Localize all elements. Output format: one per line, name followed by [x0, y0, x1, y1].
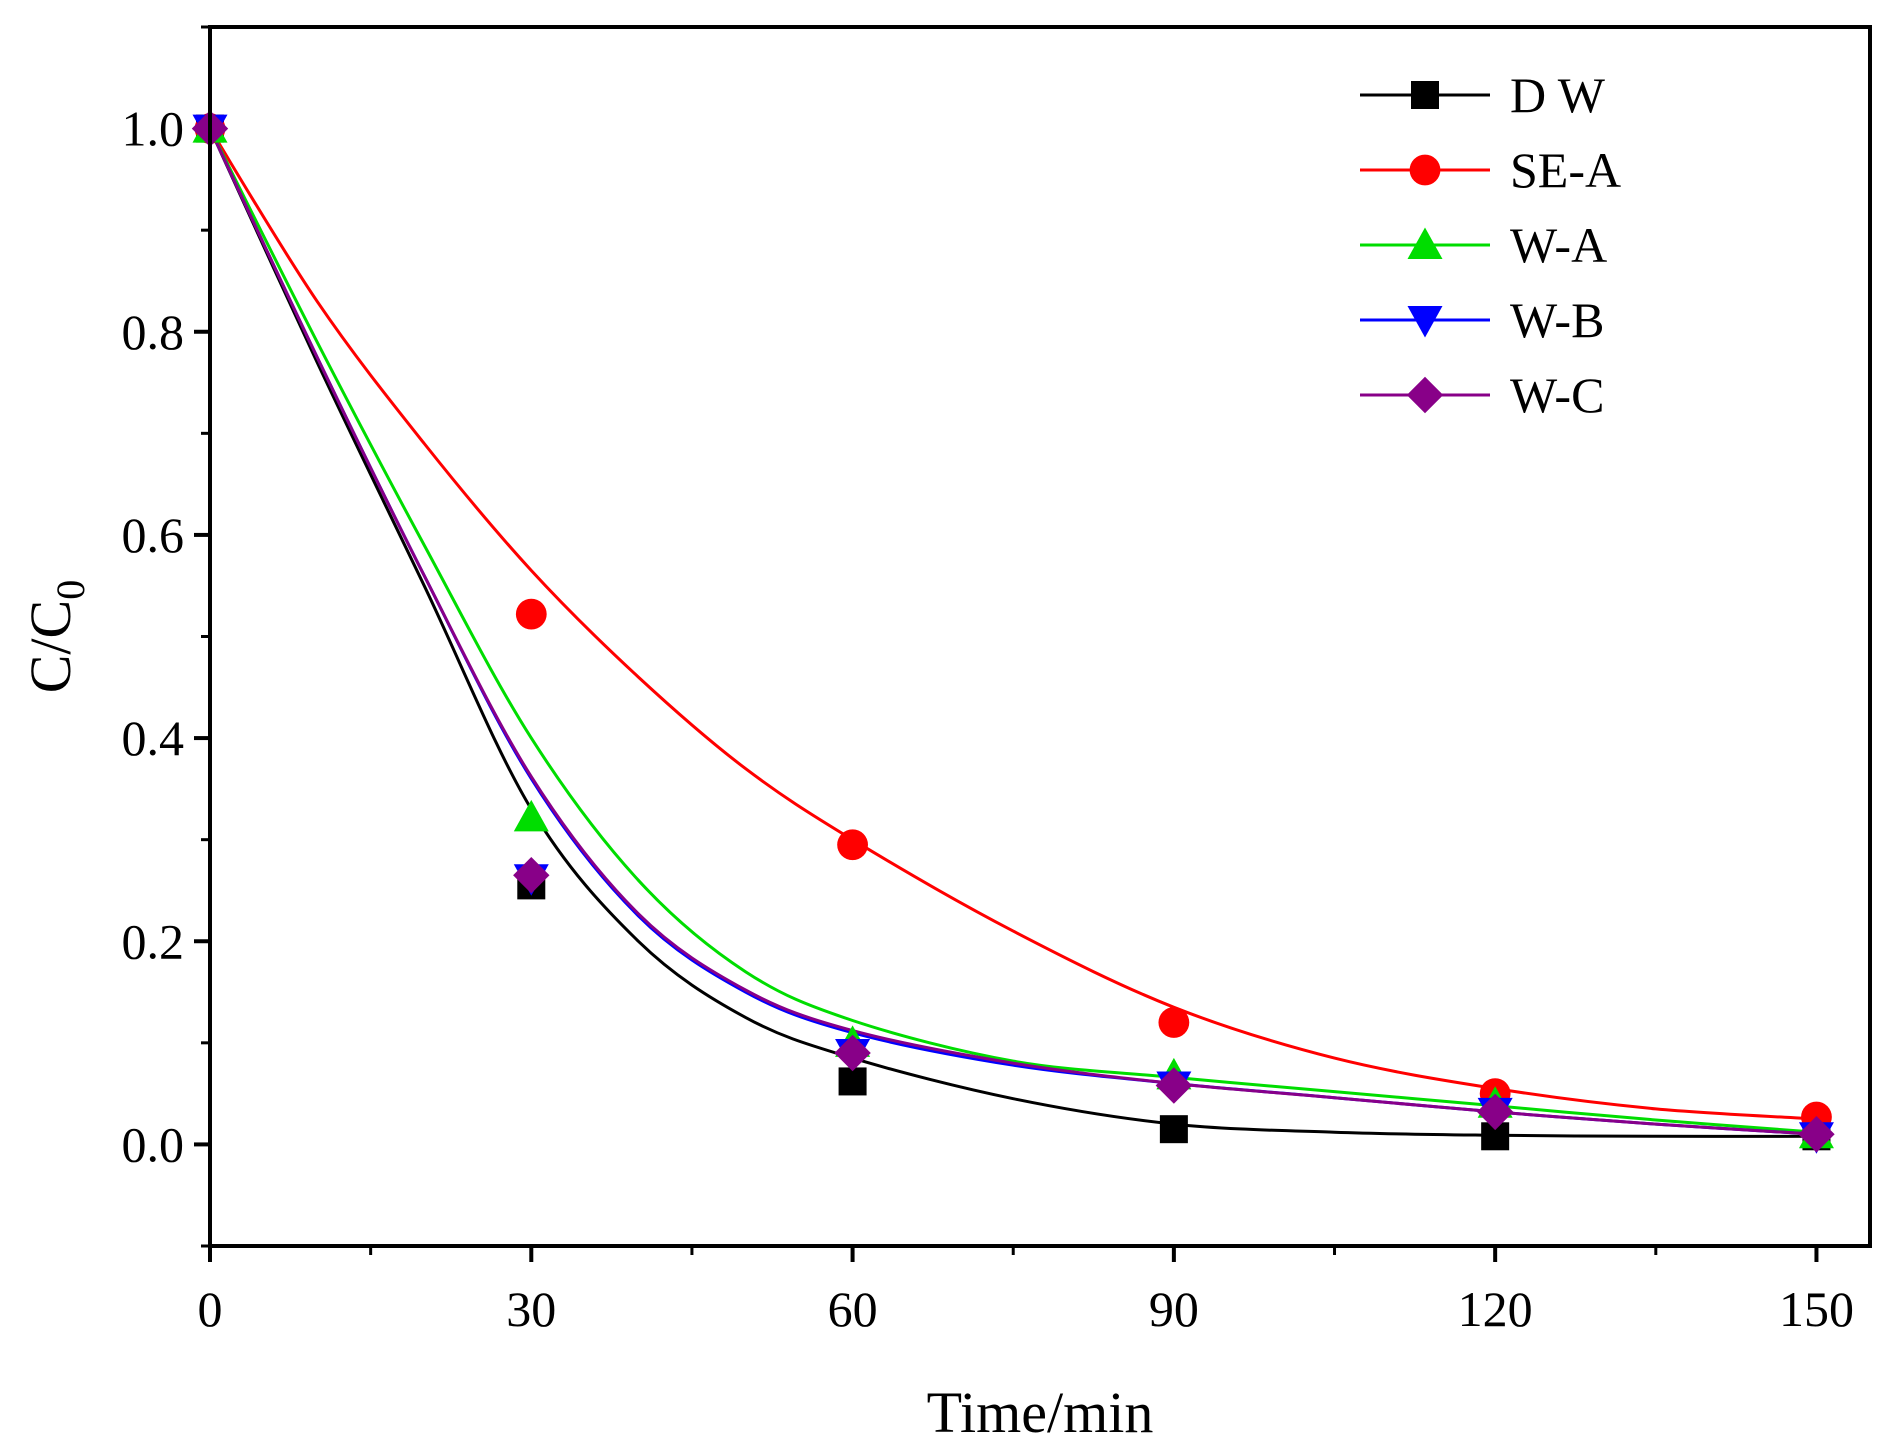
point-w-c [1798, 1116, 1835, 1153]
legend-marker-se-a [1409, 154, 1441, 186]
y-tick-label: 0.2 [122, 913, 185, 969]
y-axis-title: C/C0 [18, 580, 93, 694]
legend-marker-w-b [1407, 306, 1443, 338]
point-w-c [513, 857, 550, 894]
legend-marker-w-a [1407, 227, 1443, 259]
point-se-a [1158, 1007, 1190, 1038]
axis-ticks [194, 25, 1819, 1262]
y-tick-label: 0.6 [122, 507, 185, 563]
x-tick-label: 0 [198, 1281, 223, 1337]
fit-curve-se-a [208, 127, 1817, 1121]
x-tick-label: 90 [1149, 1281, 1199, 1337]
fit-curve-d-w [208, 127, 1817, 1138]
legend: D W SE-A W-A W-B W-C [1360, 67, 1621, 423]
y-tick-label: 0.4 [122, 710, 185, 766]
legend-marker-d-w [1411, 81, 1439, 109]
point-w-c [834, 1034, 871, 1072]
y-tick-label: 0.0 [122, 1116, 185, 1172]
legend-label-se-a: SE-A [1510, 142, 1621, 198]
plot-frame [208, 25, 1872, 1248]
point-d-w [838, 1067, 867, 1096]
point-d-w [1159, 1115, 1188, 1144]
x-tick-labels: 0 30 60 90 120 150 [198, 1281, 1854, 1337]
x-tick-label: 30 [506, 1281, 556, 1337]
point-w-c [1476, 1093, 1514, 1131]
point-w-a [513, 799, 549, 832]
x-tick-label: 60 [828, 1281, 878, 1337]
x-tick-label: 120 [1458, 1281, 1533, 1337]
fit-curve-w-c [208, 127, 1817, 1136]
point-se-a [837, 829, 868, 861]
y-tick-label: 1.0 [122, 101, 185, 157]
x-axis-title: Time/min [927, 1380, 1154, 1440]
legend-label-d-w: D W [1510, 67, 1606, 123]
legend-label-w-c: W-C [1510, 367, 1604, 423]
y-tick-labels: 0.0 0.2 0.4 0.6 0.8 1.0 [122, 101, 185, 1173]
legend-label-w-b: W-B [1510, 292, 1604, 348]
point-se-a [515, 598, 547, 630]
legend-marker-w-c [1406, 376, 1444, 414]
y-axis-title-main: C/C [18, 600, 83, 694]
y-tick-label: 0.8 [122, 304, 185, 360]
y-axis-title-subscript: 0 [48, 580, 93, 600]
point-w-c [1155, 1067, 1193, 1104]
x-tick-label: 150 [1779, 1281, 1854, 1337]
fit-curves [208, 127, 1817, 1138]
legend-label-w-a: W-A [1510, 217, 1607, 273]
